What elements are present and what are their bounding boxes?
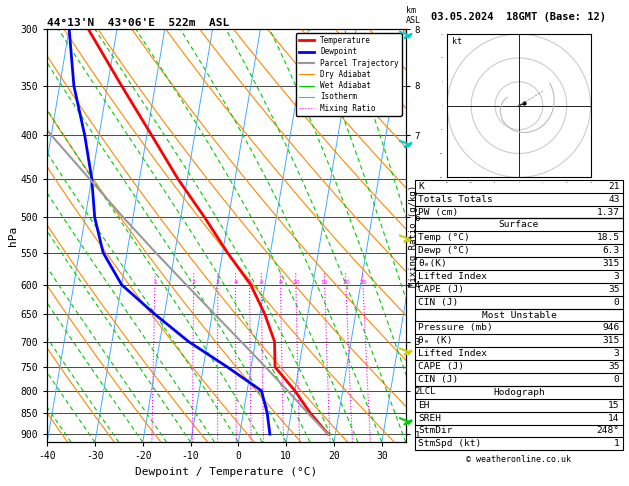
Text: CIN (J): CIN (J) bbox=[418, 297, 459, 307]
Text: 2: 2 bbox=[192, 279, 196, 285]
Text: EH: EH bbox=[418, 400, 430, 410]
Text: 03.05.2024  18GMT (Base: 12): 03.05.2024 18GMT (Base: 12) bbox=[431, 12, 606, 22]
Text: 20: 20 bbox=[342, 279, 350, 285]
Text: 14: 14 bbox=[608, 414, 620, 423]
Text: 18.5: 18.5 bbox=[596, 233, 620, 243]
Text: Totals Totals: Totals Totals bbox=[418, 194, 493, 204]
Text: 25: 25 bbox=[359, 279, 367, 285]
Text: Temp (°C): Temp (°C) bbox=[418, 233, 470, 243]
Text: 3: 3 bbox=[216, 279, 220, 285]
Text: CAPE (J): CAPE (J) bbox=[418, 362, 464, 371]
Text: 3: 3 bbox=[614, 349, 620, 358]
Text: Lifted Index: Lifted Index bbox=[418, 349, 487, 358]
Text: Dewp (°C): Dewp (°C) bbox=[418, 246, 470, 255]
Text: 6.3: 6.3 bbox=[603, 246, 620, 255]
Text: 8: 8 bbox=[279, 279, 282, 285]
Text: 1: 1 bbox=[153, 279, 157, 285]
Y-axis label: hPa: hPa bbox=[8, 226, 18, 246]
Text: 35: 35 bbox=[608, 285, 620, 294]
Text: 15: 15 bbox=[608, 400, 620, 410]
Text: StmDir: StmDir bbox=[418, 426, 453, 435]
Text: 10: 10 bbox=[292, 279, 300, 285]
Text: 946: 946 bbox=[603, 323, 620, 332]
Text: Most Unstable: Most Unstable bbox=[482, 311, 556, 320]
Text: 315: 315 bbox=[603, 336, 620, 346]
Text: K: K bbox=[418, 182, 424, 191]
Text: 0: 0 bbox=[614, 375, 620, 384]
Text: Hodograph: Hodograph bbox=[493, 388, 545, 397]
Text: 1: 1 bbox=[614, 439, 620, 449]
Text: 0: 0 bbox=[614, 297, 620, 307]
Text: PW (cm): PW (cm) bbox=[418, 208, 459, 217]
Text: Pressure (mb): Pressure (mb) bbox=[418, 323, 493, 332]
Text: 1.37: 1.37 bbox=[596, 208, 620, 217]
Text: 15: 15 bbox=[321, 279, 328, 285]
Text: SREH: SREH bbox=[418, 414, 442, 423]
Legend: Temperature, Dewpoint, Parcel Trajectory, Dry Adiabat, Wet Adiabat, Isotherm, Mi: Temperature, Dewpoint, Parcel Trajectory… bbox=[296, 33, 402, 116]
Text: 43: 43 bbox=[608, 194, 620, 204]
Text: StmSpd (kt): StmSpd (kt) bbox=[418, 439, 482, 449]
X-axis label: Dewpoint / Temperature (°C): Dewpoint / Temperature (°C) bbox=[135, 467, 318, 477]
Text: 3: 3 bbox=[614, 272, 620, 281]
Text: Surface: Surface bbox=[499, 220, 539, 229]
Text: Mixing Ratio (g/kg): Mixing Ratio (g/kg) bbox=[409, 185, 418, 287]
Text: 5: 5 bbox=[248, 279, 252, 285]
Text: θₑ (K): θₑ (K) bbox=[418, 336, 453, 346]
Text: Lifted Index: Lifted Index bbox=[418, 272, 487, 281]
Text: 315: 315 bbox=[603, 259, 620, 268]
Text: km
ASL: km ASL bbox=[406, 6, 421, 25]
Text: θₑ(K): θₑ(K) bbox=[418, 259, 447, 268]
Text: CIN (J): CIN (J) bbox=[418, 375, 459, 384]
Text: 4: 4 bbox=[233, 279, 238, 285]
Text: 6: 6 bbox=[260, 279, 264, 285]
Text: 44°13'N  43°06'E  522m  ASL: 44°13'N 43°06'E 522m ASL bbox=[47, 18, 230, 28]
Text: CAPE (J): CAPE (J) bbox=[418, 285, 464, 294]
Text: 35: 35 bbox=[608, 362, 620, 371]
Text: 248°: 248° bbox=[596, 426, 620, 435]
Text: 21: 21 bbox=[608, 182, 620, 191]
Text: kt: kt bbox=[452, 36, 462, 46]
Text: © weatheronline.co.uk: © weatheronline.co.uk bbox=[467, 455, 571, 464]
